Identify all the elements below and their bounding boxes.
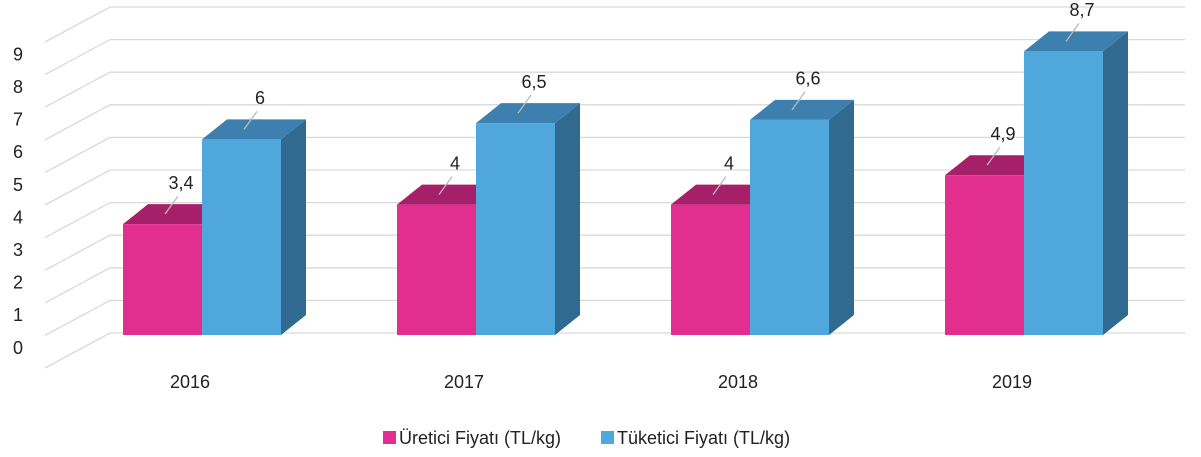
bar-face [750, 119, 829, 335]
bar-face [671, 204, 750, 335]
data-label: 6,5 [521, 72, 546, 92]
bar-face [750, 99, 854, 120]
wall-edge [44, 6, 1185, 43]
data-label: 4 [450, 153, 460, 173]
y-tick-label: 8 [13, 77, 23, 97]
legend-label: Üretici Fiyatı (TL/kg) [399, 428, 561, 448]
data-label: 4 [724, 153, 734, 173]
y-tick-label: 5 [13, 175, 23, 195]
leader-line [791, 91, 806, 111]
leader-line [164, 195, 179, 215]
bar-face [829, 99, 854, 335]
bar-face [945, 175, 1024, 335]
y-tick-label: 7 [13, 110, 23, 130]
leader-line [1065, 22, 1080, 42]
grid-line [44, 38, 1185, 76]
bar [1024, 31, 1128, 335]
bar-face [202, 139, 281, 335]
bar-face [281, 119, 306, 336]
data-label: 6 [255, 88, 265, 108]
bar-face [397, 204, 476, 335]
bar-face [123, 224, 202, 335]
bar-face [945, 155, 1049, 176]
legend-swatch [383, 431, 396, 444]
bar [202, 119, 306, 336]
y-tick-label: 3 [13, 240, 23, 260]
grid-line [44, 332, 1185, 369]
leader-line [712, 176, 727, 195]
bar [476, 103, 580, 335]
legend-label: Tüketici Fiyatı (TL/kg) [617, 428, 790, 448]
leader-line [986, 146, 1001, 166]
data-label: 3,4 [168, 173, 193, 193]
leader-line [243, 111, 258, 130]
bar-face [476, 123, 555, 335]
leader-line [517, 94, 532, 114]
data-label: 4,9 [990, 124, 1015, 144]
x-tick-label: 2018 [718, 372, 758, 392]
grid-line [44, 71, 1185, 108]
y-tick-label: 0 [13, 338, 23, 358]
bar-face [123, 204, 227, 225]
bar [750, 99, 854, 335]
bar-face [476, 103, 580, 124]
x-tick-label: 2017 [444, 372, 484, 392]
legend-swatch [601, 431, 615, 444]
y-tick-label: 4 [13, 207, 23, 227]
y-tick-label: 6 [13, 142, 23, 162]
data-label: 6,6 [795, 69, 820, 89]
bar-face [1024, 51, 1103, 335]
bar-face [397, 184, 501, 205]
leader-line [438, 176, 453, 195]
bar-face [671, 184, 775, 205]
x-tick-label: 2016 [170, 372, 210, 392]
x-tick-label: 2019 [992, 372, 1032, 392]
bar-face [555, 103, 580, 335]
y-tick-label: 9 [13, 44, 23, 64]
bar-face [1103, 31, 1128, 335]
y-tick-label: 2 [13, 273, 23, 293]
bar-face [202, 119, 306, 140]
y-tick-label: 1 [13, 305, 23, 325]
bar-face [1024, 31, 1128, 52]
data-label: 8,7 [1069, 0, 1094, 20]
